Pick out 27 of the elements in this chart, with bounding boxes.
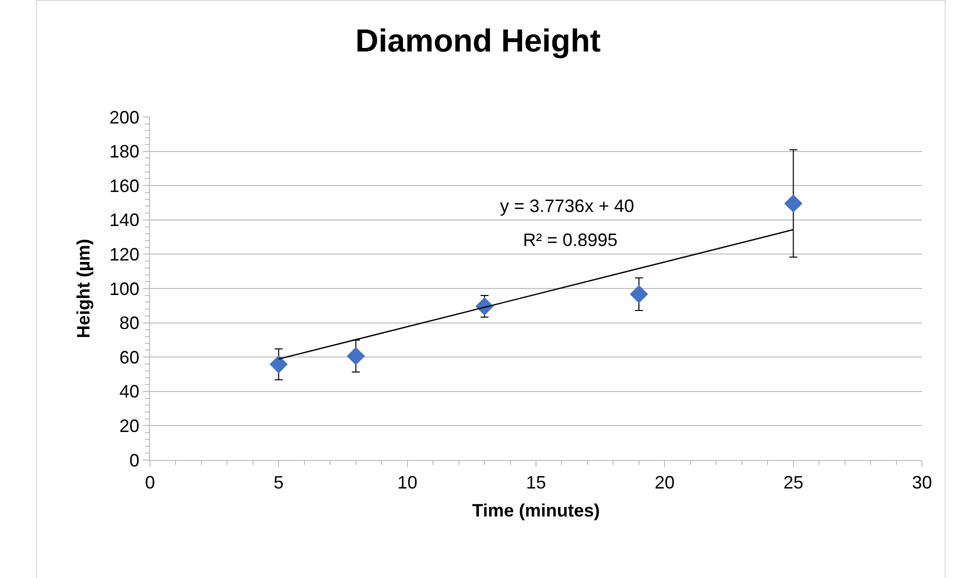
y-tick-label: 200 [109,107,140,128]
y-axis-title: Height (µm) [74,238,94,338]
y-tick-label: 60 [119,347,140,368]
x-tick-label: 5 [274,472,284,493]
y-tick-label: 140 [109,210,140,230]
y-tick-label: 160 [109,176,140,196]
point [630,285,648,304]
y-tick-label: 20 [119,416,140,436]
x-tick-label: 30 [912,472,932,493]
x-tick-label: 15 [526,472,546,493]
x-tick-label: 10 [397,472,418,493]
chart-title: Diamond Height [355,22,602,59]
annotation: y = 3.7736x + 40 [500,196,634,216]
point [270,355,288,374]
y-tick-label: 80 [119,313,140,334]
x-tick-label: 20 [654,472,675,493]
y-tick-label: 0 [129,450,140,470]
x-tick-label: 0 [144,472,156,493]
point [784,194,802,213]
point [346,346,365,366]
annotation: R² = 0.8995 [523,230,618,250]
x-tick-label: 25 [783,472,804,493]
y-tick-label: 120 [109,244,140,264]
y-tick-label: 180 [109,142,140,162]
x-axis-title: Time (minutes) [472,500,600,521]
y-tick-label: 100 [109,278,140,299]
y-tick-label: 40 [119,382,140,402]
